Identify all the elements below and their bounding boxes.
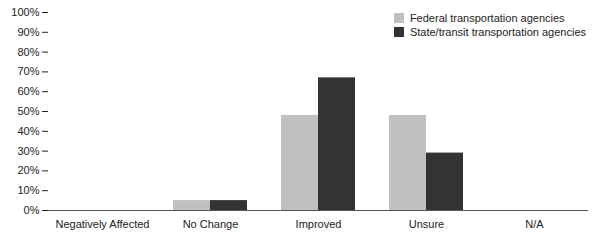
svg-text:No Change: No Change: [183, 218, 239, 230]
svg-text:Improved: Improved: [296, 218, 342, 230]
svg-text:Negatively Affected: Negatively Affected: [56, 218, 150, 230]
svg-text:50%: 50%: [17, 105, 39, 117]
html-text:Federal transportation agencie: Federal transportation agencies: [409, 12, 565, 24]
svg-text:40%: 40%: [17, 125, 39, 137]
svg-text:80%: 80%: [17, 46, 39, 58]
svg-text:0%: 0%: [24, 204, 40, 216]
svg-text:60%: 60%: [17, 85, 39, 97]
svg-text:100%: 100%: [11, 6, 39, 18]
svg-text:20%: 20%: [17, 164, 39, 176]
svg-text:90%: 90%: [17, 26, 39, 38]
svg-text:70%: 70%: [17, 65, 39, 77]
svg-text:N/A: N/A: [525, 218, 544, 230]
html-text:State/transit transportation a: State/transit transportation agencies: [409, 26, 586, 38]
svg-text:10%: 10%: [17, 184, 39, 196]
svg-text:30%: 30%: [17, 145, 39, 157]
svg-text:Unsure: Unsure: [409, 218, 444, 230]
